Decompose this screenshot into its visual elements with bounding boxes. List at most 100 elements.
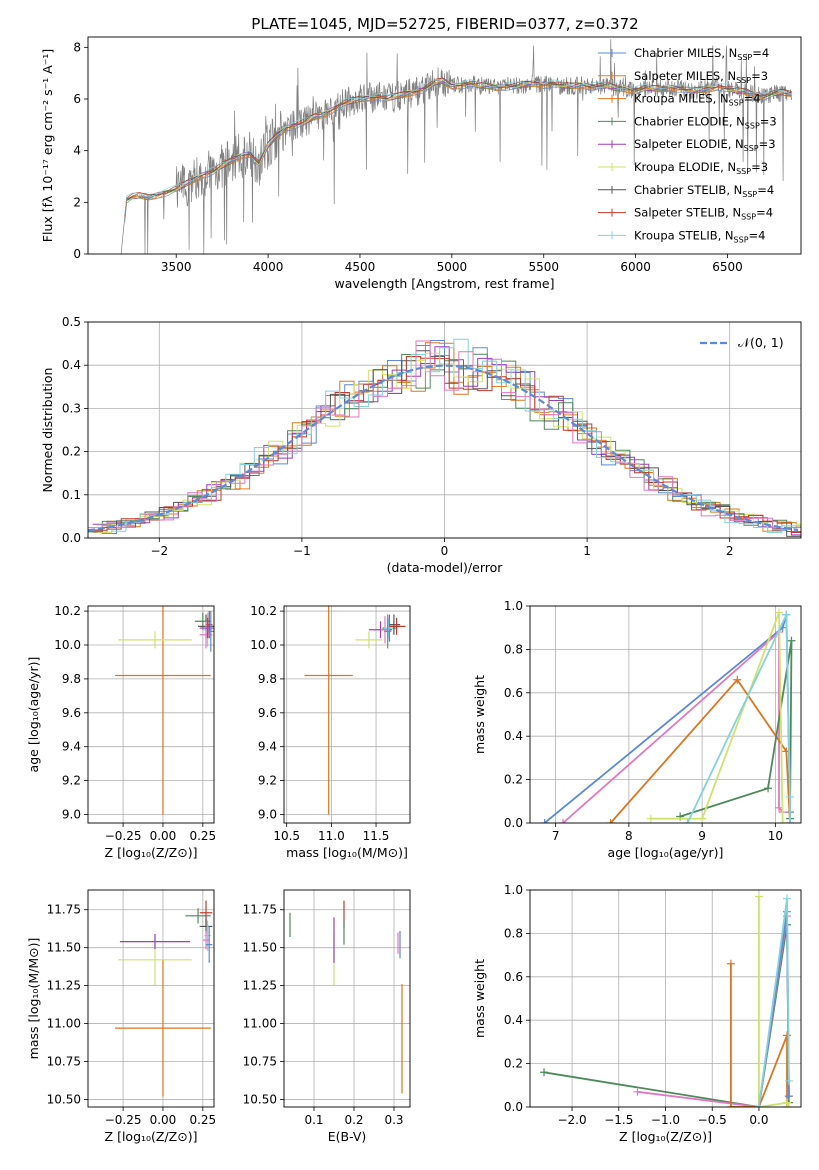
x-tick-label: 11.0 xyxy=(318,829,345,843)
plot-area xyxy=(115,606,214,815)
chart-mass_vs_Z: −0.25 0.00 0.25 10.50 10.75 11.00 11.25 11.50 11… xyxy=(26,889,216,1144)
y-tick-label: 0.2 xyxy=(504,1057,523,1071)
x-tick-label: −1.0 xyxy=(651,1113,680,1127)
x-tick-label: 4500 xyxy=(345,260,376,274)
weight-line xyxy=(686,614,791,823)
x-tick-label: −2.0 xyxy=(557,1113,586,1127)
y-tick-label: 11.00 xyxy=(243,1017,277,1031)
x-tick-label: 11.5 xyxy=(363,829,390,843)
legend-label: Salpeter STELIB, NSSP=4 xyxy=(634,206,773,222)
y-tick-label: 10.2 xyxy=(54,604,81,618)
errorbar-point xyxy=(387,614,401,635)
y-tick-label: 0.4 xyxy=(504,729,523,743)
y-tick-label: 0.8 xyxy=(504,926,523,940)
x-tick-label: 5500 xyxy=(528,260,559,274)
errorbar-point xyxy=(194,612,211,630)
weight-marker xyxy=(778,819,787,823)
residual-histogram xyxy=(88,340,801,530)
axes-frame xyxy=(87,36,802,255)
weight-marker xyxy=(540,1068,549,1077)
weight-marker xyxy=(754,892,763,901)
x-tick-label: 7 xyxy=(552,829,560,843)
weight-marker xyxy=(733,675,742,684)
weight-line xyxy=(730,963,788,1107)
legend-label: Salpeter ELODIE, NSSP=3 xyxy=(634,137,776,153)
errorbar-point xyxy=(304,606,353,815)
x-tick-label: −2 xyxy=(150,544,168,558)
y-axis-label: mass weight xyxy=(472,959,487,1038)
y-tick-label: 6 xyxy=(73,92,81,106)
y-tick-label: 9.6 xyxy=(62,706,81,720)
y-tick-label: 0.3 xyxy=(62,401,81,415)
legend-label: Kroupa STELIB, NSSP=4 xyxy=(634,228,765,244)
y-tick-label: 0.8 xyxy=(504,642,523,656)
x-tick-label: 0.00 xyxy=(150,829,177,843)
errorbar-point xyxy=(206,926,213,963)
axes-frame xyxy=(283,605,411,824)
x-tick-label: −0.25 xyxy=(105,1113,142,1127)
y-tick-label: 0.1 xyxy=(62,488,81,502)
y-tick-label: 10.0 xyxy=(54,638,81,652)
y-tick-label: 10.75 xyxy=(47,1054,81,1068)
weight-marker xyxy=(775,608,784,617)
plot-area xyxy=(540,608,796,823)
y-axis-label: age [log₁₀(age/yr)] xyxy=(26,657,41,773)
y-tick-label: 10.2 xyxy=(250,604,277,618)
chart-age_vs_Z: −0.25 0.00 0.25 9.0 9.2 9.4 9.6 9.8 10.0 10.2 Z [l… xyxy=(26,604,216,860)
y-tick-label: 1.0 xyxy=(504,883,523,897)
residual-histogram xyxy=(92,356,801,533)
axes-frame xyxy=(87,605,215,824)
errorbar-point xyxy=(384,617,394,639)
plot-area xyxy=(540,892,793,1107)
y-tick-label: 9.2 xyxy=(258,774,277,788)
x-tick-label: 0.1 xyxy=(304,1113,323,1127)
y-axis-label: Normed distribution xyxy=(40,368,55,493)
charts: 3500 4000 4500 5000 5500 6000 6500 0 2 4 6 8 wavelen… xyxy=(26,36,802,1144)
weight-marker xyxy=(784,1092,793,1101)
y-tick-label: 0.0 xyxy=(62,531,81,545)
y-tick-label: 11.50 xyxy=(47,941,81,955)
y-tick-label: 9.4 xyxy=(62,740,81,754)
weight-marker xyxy=(683,819,692,823)
weight-marker xyxy=(786,819,795,823)
y-tick-label: 8 xyxy=(73,40,81,54)
y-tick-label: 11.50 xyxy=(243,941,277,955)
weight-marker xyxy=(558,819,567,823)
y-tick-label: 10.75 xyxy=(243,1054,277,1068)
y-tick-label: 0.6 xyxy=(504,970,523,984)
weight-marker xyxy=(782,1031,791,1040)
weight-marker xyxy=(646,814,655,823)
legend-label: Chabrier MILES, NSSP=4 xyxy=(634,46,769,62)
y-tick-label: 0.2 xyxy=(504,773,523,787)
x-tick-label: 1 xyxy=(583,544,591,558)
x-tick-label: 0.0 xyxy=(749,1113,768,1127)
x-tick-label: 8 xyxy=(625,829,633,843)
weight-marker xyxy=(754,1103,763,1107)
weight-marker xyxy=(726,959,735,968)
chart-residuals: −2 −1 0 1 2 0.0 0.1 0.2 0.3 0.4 0.5 (data-model)/er… xyxy=(40,315,802,575)
legend: 𝒩(0, 1) xyxy=(700,335,784,350)
x-tick-label: 0.3 xyxy=(384,1113,403,1127)
y-tick-label: 2 xyxy=(73,195,81,209)
y-axis-label: mass weight xyxy=(472,675,487,754)
weight-marker xyxy=(764,784,773,793)
y-tick-label: 9.2 xyxy=(62,774,81,788)
weight-line xyxy=(543,924,790,1107)
weight-line xyxy=(679,640,793,819)
x-tick-label: 4000 xyxy=(253,260,284,274)
errorbar-point xyxy=(185,908,211,924)
plot-area xyxy=(289,900,403,1094)
weight-marker xyxy=(540,819,549,823)
weight-marker xyxy=(782,894,791,903)
x-axis-label: Z [log₁₀(Z/Z⊙)] xyxy=(619,1129,712,1144)
errorbar-point xyxy=(204,920,211,951)
y-tick-label: 0.4 xyxy=(504,1013,523,1027)
weight-line xyxy=(650,612,784,823)
y-tick-label: 0.0 xyxy=(504,816,523,830)
x-axis-label: E(B-V) xyxy=(328,1129,367,1144)
axes-frame xyxy=(529,605,802,824)
page-title: PLATE=1045, MJD=52725, FIBERID=0377, z=0… xyxy=(251,15,638,33)
weight-line xyxy=(609,678,791,823)
x-tick-label: 0.00 xyxy=(150,1113,177,1127)
